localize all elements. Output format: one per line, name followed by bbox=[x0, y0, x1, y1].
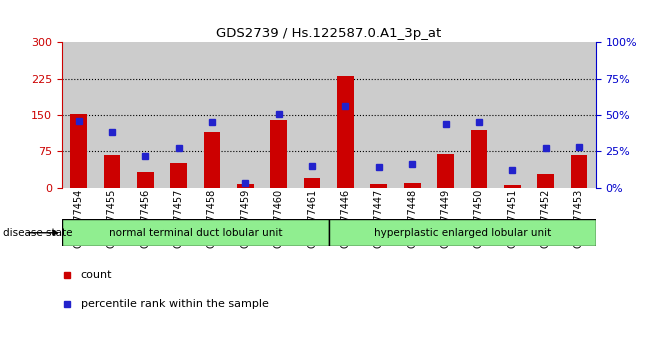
Text: hyperplastic enlarged lobular unit: hyperplastic enlarged lobular unit bbox=[374, 228, 551, 238]
Bar bbox=[137, 172, 154, 188]
Bar bbox=[62, 219, 329, 246]
Bar bbox=[370, 184, 387, 188]
Bar bbox=[262, 42, 296, 188]
Bar bbox=[337, 76, 353, 188]
Text: percentile rank within the sample: percentile rank within the sample bbox=[81, 298, 268, 309]
Title: GDS2739 / Hs.122587.0.A1_3p_at: GDS2739 / Hs.122587.0.A1_3p_at bbox=[216, 27, 441, 40]
Bar bbox=[296, 42, 329, 188]
Bar bbox=[404, 183, 421, 188]
Text: disease state: disease state bbox=[3, 228, 73, 238]
Bar bbox=[237, 184, 254, 188]
Bar bbox=[537, 174, 554, 188]
Bar bbox=[329, 219, 596, 246]
Bar bbox=[171, 164, 187, 188]
Bar bbox=[95, 42, 129, 188]
Bar bbox=[562, 42, 596, 188]
Bar bbox=[504, 185, 521, 188]
Bar bbox=[429, 42, 462, 188]
Bar bbox=[396, 42, 429, 188]
Bar bbox=[62, 42, 95, 188]
Bar bbox=[204, 132, 220, 188]
Text: normal terminal duct lobular unit: normal terminal duct lobular unit bbox=[109, 228, 282, 238]
Bar bbox=[70, 114, 87, 188]
Bar bbox=[270, 120, 287, 188]
Bar bbox=[229, 42, 262, 188]
Bar bbox=[162, 42, 195, 188]
Text: count: count bbox=[81, 270, 112, 280]
Bar bbox=[462, 42, 495, 188]
Bar bbox=[471, 130, 487, 188]
Bar bbox=[128, 42, 162, 188]
Bar bbox=[195, 42, 229, 188]
Bar bbox=[571, 155, 587, 188]
Bar bbox=[304, 178, 320, 188]
Bar bbox=[362, 42, 396, 188]
Bar bbox=[437, 154, 454, 188]
Bar bbox=[104, 155, 120, 188]
Bar bbox=[495, 42, 529, 188]
Bar bbox=[329, 42, 362, 188]
Bar bbox=[529, 42, 562, 188]
